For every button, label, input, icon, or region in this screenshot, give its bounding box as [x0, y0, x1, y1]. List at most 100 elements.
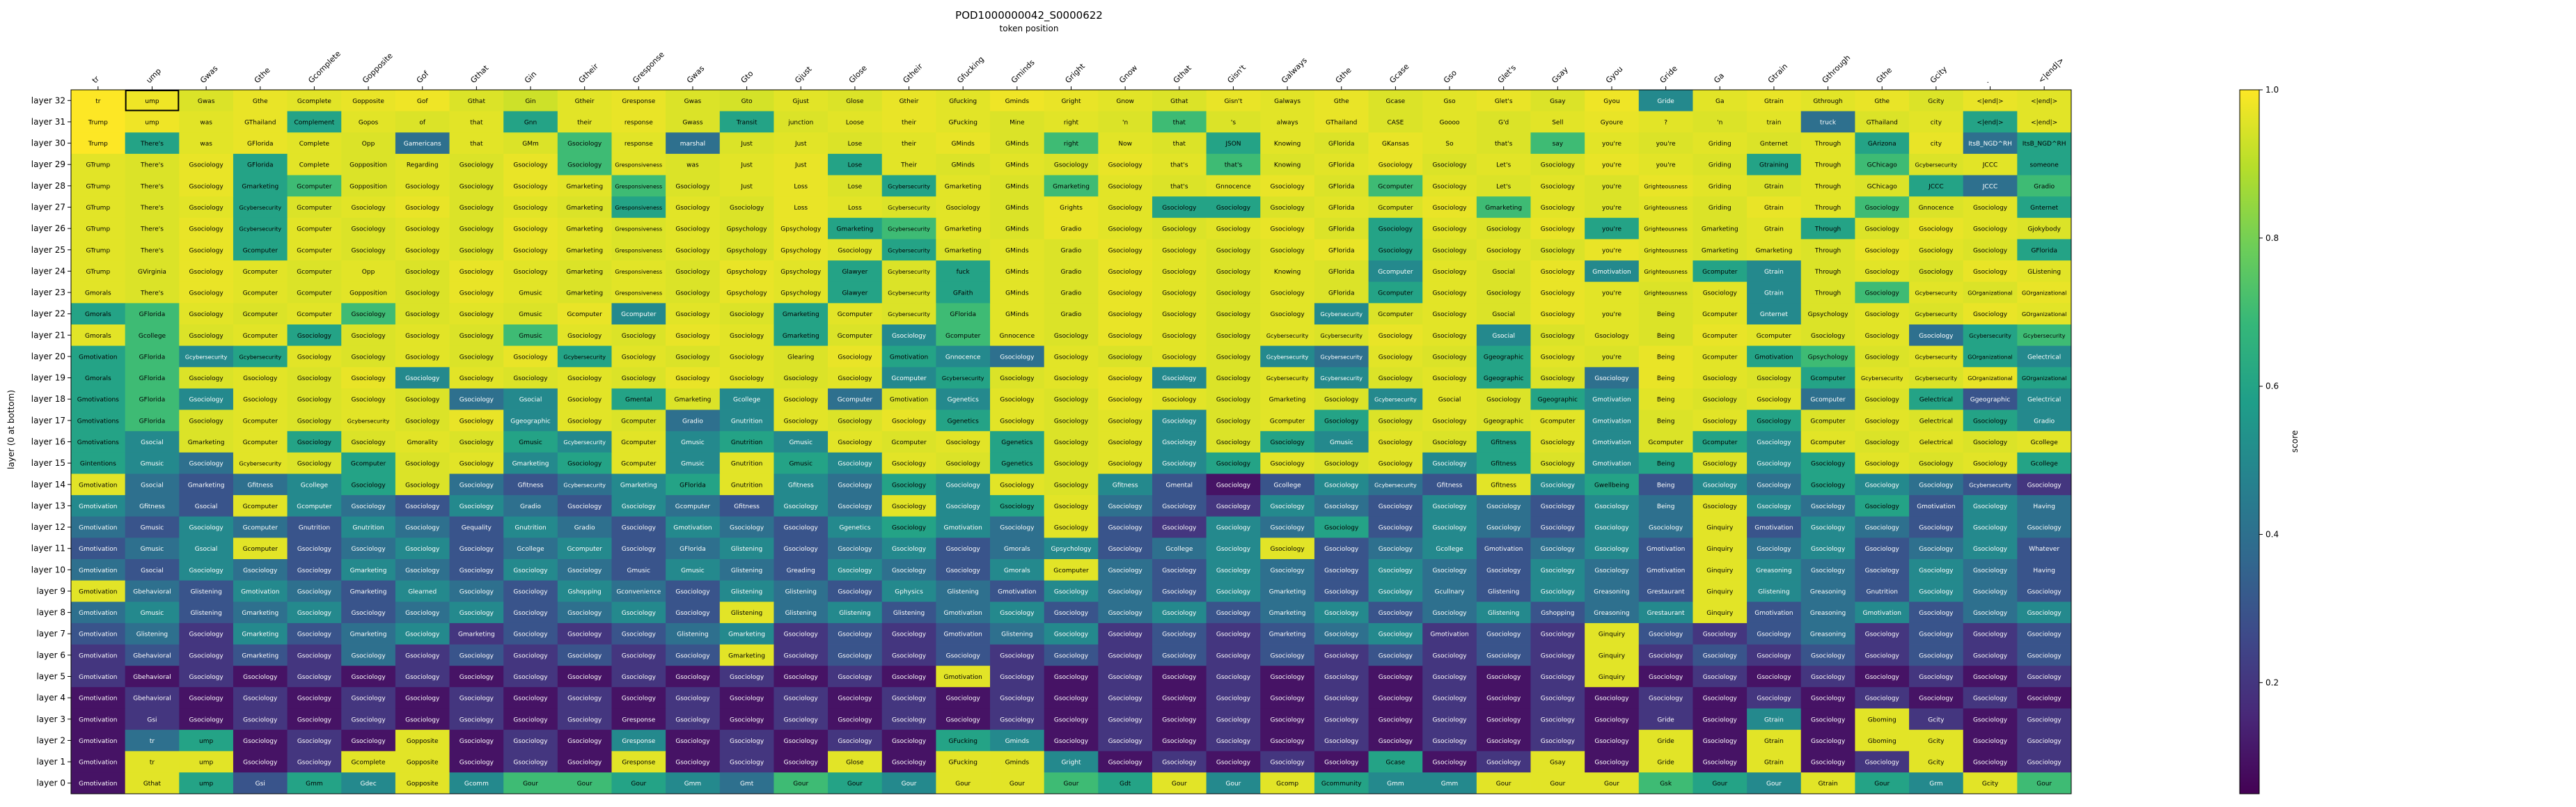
- heatmap-cell: [1909, 345, 1964, 368]
- heatmap-cell: [1098, 239, 1153, 261]
- cell-label: Gsociology: [1703, 503, 1738, 510]
- heatmap-cell: [1422, 559, 1477, 581]
- cell-label: Being: [1657, 418, 1675, 425]
- heatmap-cell: [1476, 324, 1531, 347]
- heatmap-cell: [1368, 666, 1423, 688]
- cell-label: Gmusic: [141, 525, 164, 532]
- cell-label: Gmotivation: [1592, 461, 1631, 468]
- cell-label: Gcity: [1982, 781, 1999, 788]
- heatmap-cell: [1044, 580, 1099, 602]
- cell-label: Through: [1814, 247, 1841, 254]
- cell-label: Gsociology: [1271, 716, 1305, 723]
- heatmap-cell: [1476, 90, 1531, 112]
- heatmap-cell: [1098, 324, 1153, 347]
- heatmap-cell: [719, 495, 774, 517]
- heatmap-cell: [1044, 388, 1099, 410]
- cell-label: Gsociology: [1703, 632, 1738, 638]
- heatmap-cell: [1098, 730, 1153, 752]
- heatmap-cell: [1044, 90, 1099, 112]
- cell-label: Gsociology: [1594, 503, 1629, 510]
- cell-label: GVirginia: [138, 269, 166, 276]
- cell-label: Glet's: [1495, 98, 1513, 105]
- heatmap-cell: [125, 730, 180, 752]
- heatmap-cell: [503, 324, 558, 347]
- heatmap-cell: [719, 132, 774, 155]
- cell-label: Gmarketing: [1702, 226, 1738, 233]
- heatmap-cell: [611, 602, 666, 624]
- cell-label: Gsociology: [243, 397, 278, 404]
- cell-label: Gyou: [1603, 98, 1620, 105]
- cell-label: Glearned: [408, 588, 437, 595]
- heatmap-cell: [881, 388, 936, 410]
- heatmap-cell: [1098, 559, 1153, 581]
- cell-label: Gsociology: [675, 738, 710, 745]
- heatmap-cell: [1044, 111, 1099, 133]
- cell-label: Grestaurant: [1647, 588, 1685, 595]
- heatmap-cell: [125, 580, 180, 602]
- heatmap-cell: [179, 730, 234, 752]
- heatmap-cell: [1855, 260, 1910, 283]
- cell-label: Gsociology: [405, 375, 440, 382]
- heatmap-cell: [2017, 196, 2072, 219]
- heatmap-cell: [71, 367, 126, 389]
- heatmap-cell: [1476, 622, 1531, 645]
- cell-label: Gsociology: [1162, 333, 1197, 340]
- cell-label: Gsociology: [1162, 525, 1197, 532]
- heatmap-cell: [828, 602, 883, 624]
- heatmap-cell: [125, 409, 180, 432]
- heatmap-cell: [1585, 367, 1640, 389]
- heatmap-cell: [449, 324, 504, 347]
- cell-label: Gsociology: [946, 652, 981, 659]
- cell-label: Gsociology: [892, 738, 927, 745]
- heatmap-cell: [1260, 538, 1315, 560]
- heatmap-cell: [179, 431, 234, 453]
- heatmap-cell: [2017, 260, 2072, 283]
- heatmap-cell: [990, 644, 1045, 666]
- cell-label: Gcybersecurity: [888, 205, 930, 211]
- cell-label: Gnutrition: [731, 482, 762, 489]
- heatmap-cell: [1206, 452, 1261, 474]
- heatmap-cell: [1909, 516, 1964, 538]
- cell-label: Glistening: [731, 546, 762, 553]
- cell-label: Gnow: [1116, 98, 1134, 105]
- heatmap-cell: [1747, 132, 1802, 155]
- cell-label: There's: [140, 226, 164, 233]
- cell-label: Gmotivation: [998, 588, 1036, 595]
- cell-label: Gmotivation: [79, 716, 117, 723]
- y-tick-label: layer 6: [36, 650, 65, 660]
- heatmap-cell: [1422, 388, 1477, 410]
- cell-label: Gsociology: [351, 482, 386, 489]
- cell-label: Gmarketing: [512, 461, 549, 468]
- heatmap-cell: [1855, 666, 1910, 688]
- heatmap-cell: [1963, 751, 2018, 773]
- heatmap-cell: [666, 388, 721, 410]
- heatmap-cell: [1152, 730, 1207, 752]
- cell-label: Gsociology: [784, 546, 819, 553]
- cell-label: Gsocial: [195, 503, 218, 510]
- cell-label: Gmarketing: [1053, 183, 1090, 190]
- cell-label: Gcomputer: [243, 247, 278, 254]
- cell-label: Gsociology: [946, 567, 981, 574]
- heatmap-cell: [936, 303, 991, 325]
- heatmap-cell: [395, 345, 450, 368]
- cell-label: right: [1064, 119, 1079, 126]
- heatmap-cell: [1747, 772, 1802, 794]
- cell-label: Gsociology: [1432, 247, 1467, 254]
- heatmap-cell: [1152, 687, 1207, 709]
- cell-label: Gsociology: [513, 652, 548, 659]
- heatmap-cell: [1044, 495, 1099, 517]
- heatmap-cell: [71, 751, 126, 773]
- cell-label: Gsociology: [351, 696, 386, 703]
- heatmap-cell: [449, 687, 504, 709]
- cell-label: Gsociology: [1271, 652, 1305, 659]
- heatmap-cell: [1206, 90, 1261, 112]
- heatmap-cell: [1963, 495, 2018, 517]
- cell-label: Gsociology: [351, 546, 386, 553]
- heatmap-cell: [1314, 409, 1369, 432]
- cell-label: Gopposition: [350, 290, 387, 297]
- cell-label: Gsociology: [2027, 738, 2062, 745]
- heatmap-cell: [1693, 516, 1748, 538]
- cell-label: Greasoning: [1810, 610, 1846, 617]
- cell-label: Gsociology: [1000, 696, 1035, 703]
- cell-label: Gsociology: [1054, 610, 1089, 617]
